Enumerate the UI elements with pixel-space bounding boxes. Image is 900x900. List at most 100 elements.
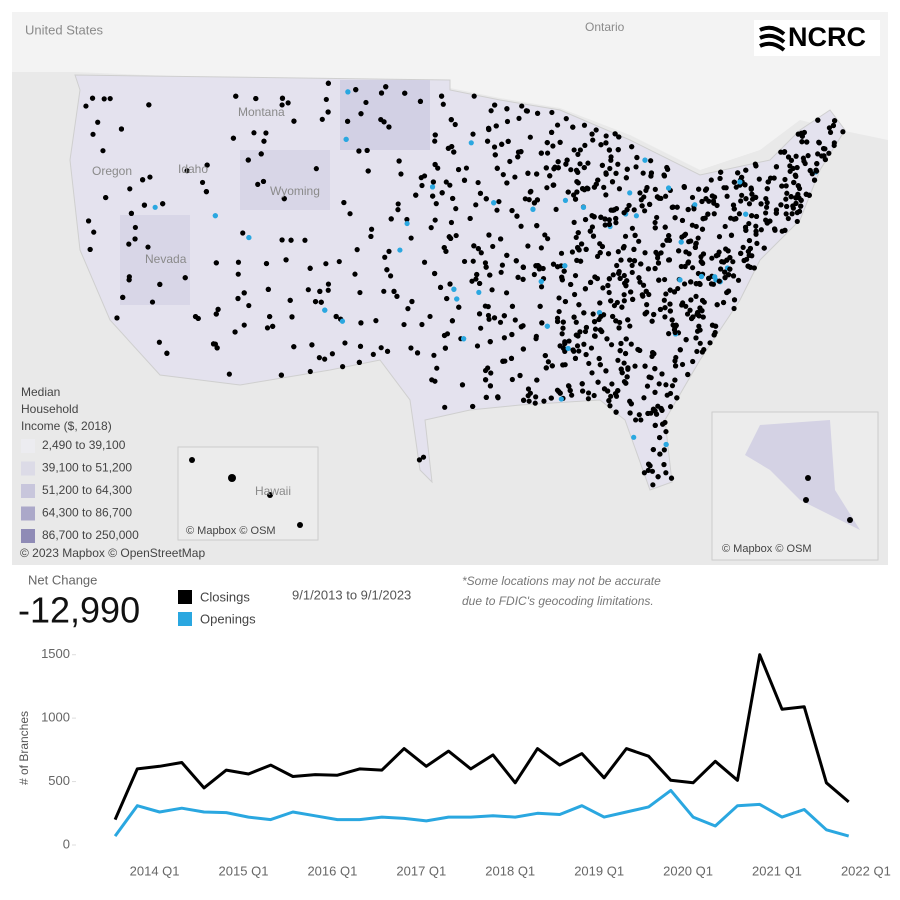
branch-dot <box>589 224 596 230</box>
branch-dot <box>107 95 113 102</box>
branch-dot <box>633 417 639 423</box>
branch-dot <box>613 170 619 176</box>
branch-dot <box>764 186 770 192</box>
branch-dot <box>429 184 436 190</box>
branch-dot <box>357 289 363 296</box>
branch-dot <box>267 313 273 320</box>
branch-dot <box>278 372 284 378</box>
branch-dot <box>488 108 494 114</box>
map-label: United States <box>25 22 104 37</box>
branch-dot <box>629 269 635 276</box>
branch-dot <box>347 211 353 217</box>
branch-dot <box>568 167 574 173</box>
branch-dot <box>650 406 657 412</box>
branch-dot <box>449 318 456 324</box>
branch-dot <box>613 215 619 222</box>
branch-dot <box>210 341 217 347</box>
x-tick-label: 2019 Q1 <box>574 863 624 878</box>
branch-dot <box>771 175 777 181</box>
branch-dot <box>534 377 540 383</box>
branch-dot <box>494 207 500 213</box>
branch-dot <box>778 202 784 208</box>
branch-dot <box>126 277 132 283</box>
branch-dot <box>582 142 588 148</box>
credit: © 2023 Mapbox © OpenStreetMap <box>20 546 205 560</box>
branch-dot <box>373 318 379 324</box>
branch-dot <box>534 110 541 116</box>
branch-dot <box>580 204 587 210</box>
branch-dot <box>599 162 605 168</box>
branch-dot <box>674 395 680 401</box>
branch-dot <box>558 396 564 402</box>
branch-dot <box>571 291 578 298</box>
branch-dot <box>753 194 759 200</box>
branch-dot <box>432 270 438 277</box>
branch-dot <box>571 314 577 320</box>
branch-dot <box>567 387 573 394</box>
branch-dot <box>565 383 572 389</box>
branch-dot <box>720 299 727 306</box>
branch-dot <box>560 345 567 351</box>
branch-dot <box>519 103 525 109</box>
branch-dot <box>496 198 502 205</box>
branch-dot <box>693 241 699 247</box>
branch-dot <box>644 184 650 191</box>
branch-dot <box>420 454 427 460</box>
branch-dot <box>441 332 448 339</box>
branch-dot <box>739 174 745 180</box>
branch-dot <box>555 159 561 165</box>
branch-dot <box>395 207 401 213</box>
branch-dot <box>739 192 745 198</box>
branch-dot <box>615 147 621 153</box>
branch-dot <box>591 333 598 339</box>
branch-dot <box>500 171 506 178</box>
branch-dot <box>482 377 489 383</box>
branch-dot <box>535 263 541 269</box>
branch-dot <box>666 331 672 337</box>
branch-dot <box>652 186 658 193</box>
y-axis-label: # of Branches <box>17 711 31 785</box>
branch-dot <box>364 147 370 154</box>
branch-dot <box>101 96 107 102</box>
net-change-label: Net Change <box>28 572 97 587</box>
x-tick-label: 2016 Q1 <box>307 863 357 878</box>
alaska-land <box>745 420 860 530</box>
branch-dot <box>382 254 388 260</box>
branch-dot <box>727 254 733 261</box>
branch-dot <box>661 297 667 303</box>
branch-dot <box>213 311 219 317</box>
branch-dot <box>646 461 652 468</box>
branch-dot <box>526 197 532 203</box>
branch-dot <box>103 194 109 201</box>
branch-dot <box>714 302 720 308</box>
branch-dot <box>329 351 335 357</box>
branch-dot <box>628 341 634 347</box>
branch-dot <box>518 223 524 229</box>
branch-dot <box>453 206 459 212</box>
branch-dot <box>685 259 692 265</box>
branch-dot <box>213 260 219 266</box>
branch-dot <box>793 195 799 201</box>
branch-dot <box>622 350 629 357</box>
branch-dot <box>800 155 806 161</box>
branch-dot <box>503 290 510 296</box>
branch-dot <box>544 139 550 146</box>
branch-dot <box>485 365 491 371</box>
branch-dot <box>352 271 358 277</box>
branch-dot <box>820 145 827 152</box>
branch-dot <box>725 248 731 254</box>
branch-dot <box>742 182 748 188</box>
branch-dot <box>565 189 571 195</box>
branch-dot <box>647 201 653 207</box>
branch-dot <box>628 289 634 295</box>
branch-dot <box>471 93 477 99</box>
branch-dot <box>642 250 648 256</box>
branch-dot <box>289 314 295 320</box>
branch-dot <box>525 393 531 399</box>
branch-dot <box>684 311 691 317</box>
branch-dot <box>624 166 630 172</box>
branch-dot <box>594 275 600 282</box>
branch-dot <box>434 365 440 371</box>
branch-dot <box>631 258 638 264</box>
branch-dot <box>679 361 686 368</box>
